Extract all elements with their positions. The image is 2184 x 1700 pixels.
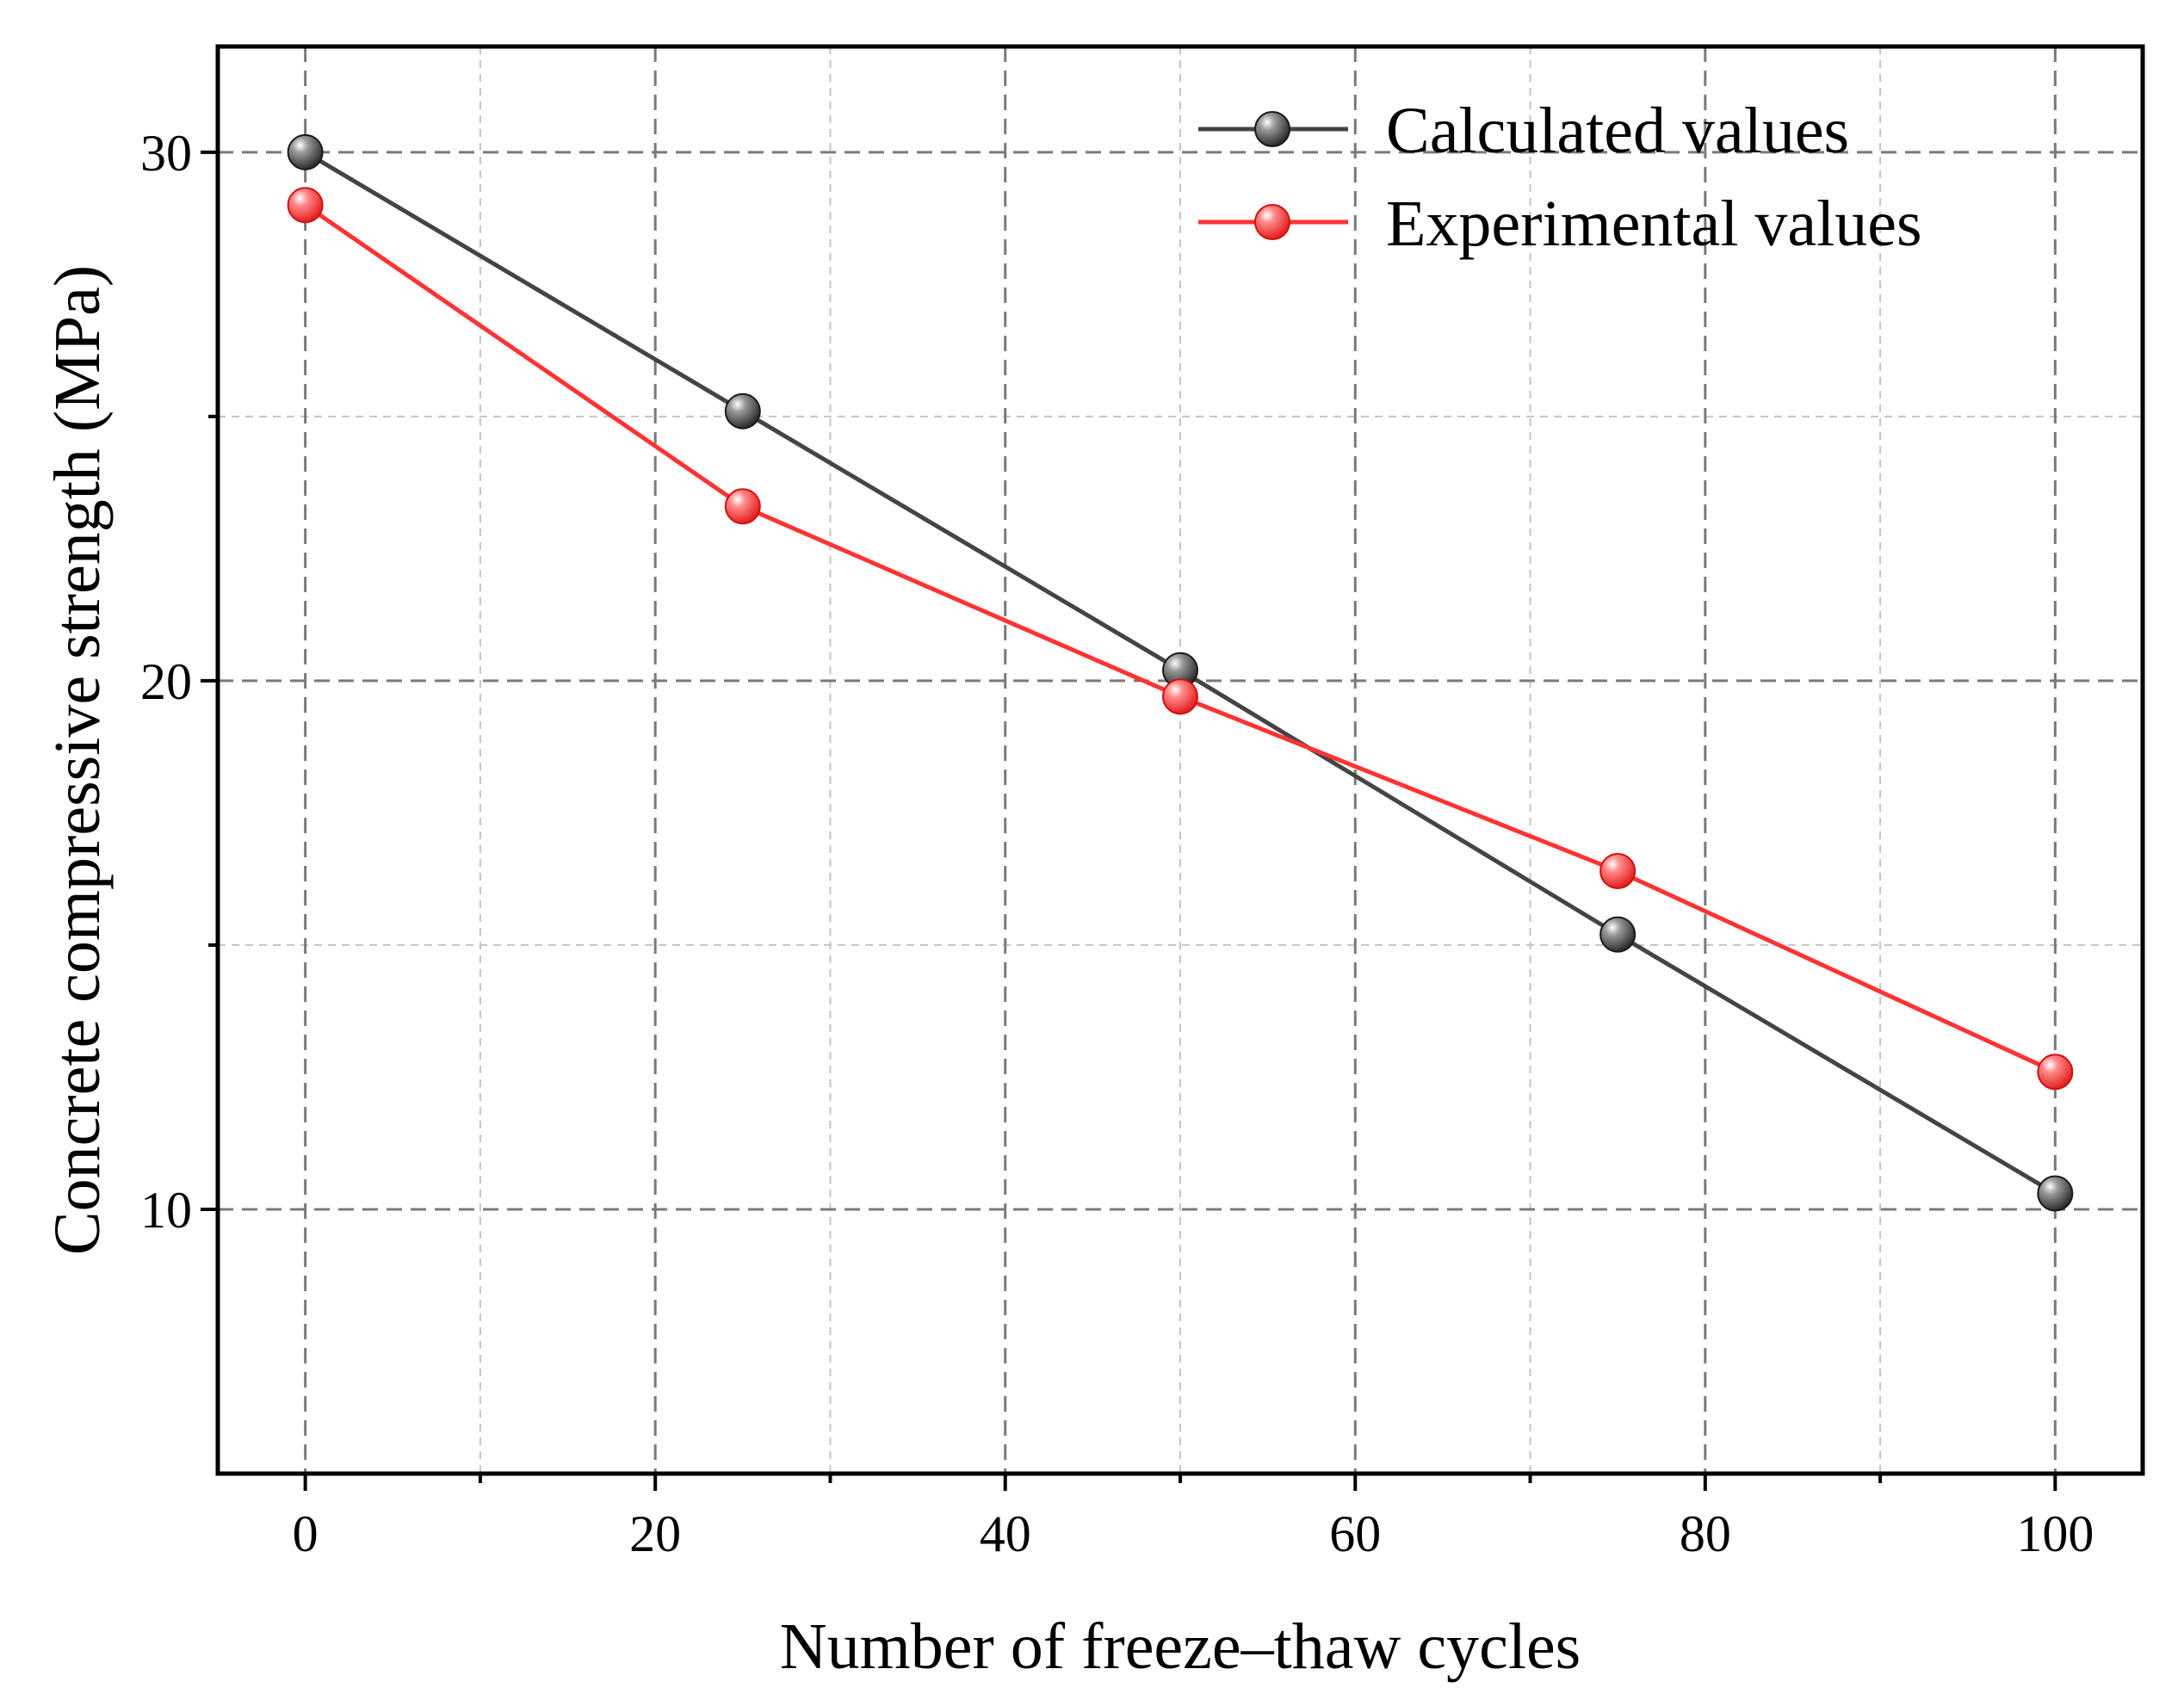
- x-tick-label: 0: [293, 1505, 319, 1562]
- y-tick-label: 10: [140, 1182, 192, 1239]
- x-tick-label: 40: [980, 1505, 1031, 1562]
- legend-label-experimental: Experimental values: [1386, 188, 1922, 260]
- y-tick-label: 20: [140, 653, 192, 710]
- legend: Calculated values Experimental values: [1198, 95, 1922, 260]
- data-point-s1-4: [2037, 1054, 2074, 1091]
- data-point-s1-3: [1599, 852, 1636, 889]
- data-point-s0-4: [2037, 1175, 2074, 1212]
- x-tick-label: 60: [1329, 1505, 1381, 1562]
- y-axis-title: Concrete compressive strength (MPa): [41, 265, 114, 1255]
- tick-layer: 0 20 40 60 80 100 10 20 30: [140, 125, 2094, 1562]
- x-tick-label: 100: [2016, 1505, 2094, 1562]
- legend-item-experimental: Experimental values: [1198, 188, 1922, 260]
- series-layer: [287, 133, 2074, 1212]
- data-point-s0-3: [1599, 916, 1636, 953]
- y-tick-label: 30: [140, 125, 192, 182]
- x-tick-label: 80: [1680, 1505, 1731, 1562]
- data-point-s1-2: [1162, 678, 1198, 715]
- legend-marker-calculated: [1254, 111, 1290, 147]
- data-point-s0-0: [287, 133, 324, 170]
- data-point-s1-0: [287, 187, 324, 224]
- legend-marker-experimental: [1254, 204, 1290, 240]
- legend-label-calculated: Calculated values: [1386, 95, 1849, 167]
- grid-layer: [218, 46, 2143, 1474]
- data-point-s0-1: [724, 393, 761, 430]
- legend-item-calculated: Calculated values: [1198, 95, 1849, 167]
- x-tick-label: 20: [629, 1505, 681, 1562]
- x-axis-title: Number of freeze–thaw cycles: [780, 1610, 1581, 1683]
- data-point-s1-1: [724, 488, 761, 525]
